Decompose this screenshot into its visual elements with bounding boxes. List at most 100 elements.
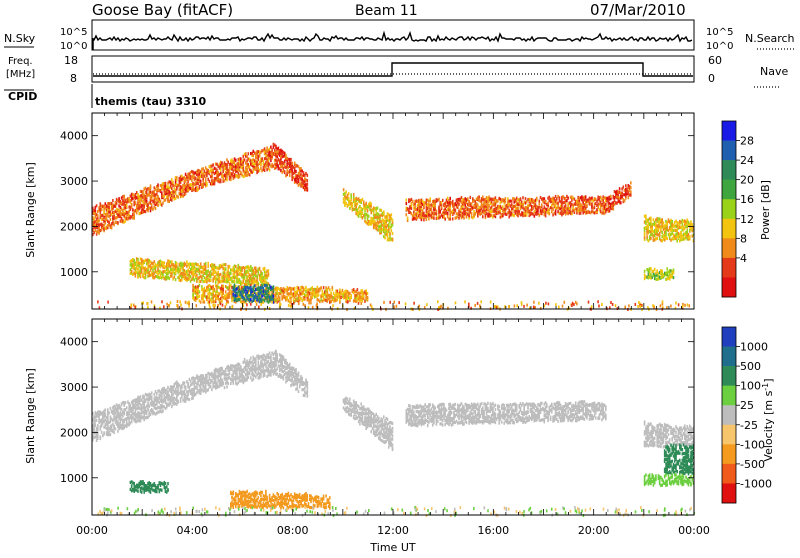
scatter-cell — [118, 197, 120, 200]
scatter-cell — [123, 411, 125, 414]
scatter-cell — [675, 302, 677, 305]
scatter-cell — [225, 263, 227, 266]
scatter-cell — [383, 211, 385, 214]
scatter-cell — [187, 180, 189, 183]
scatter-cell — [391, 229, 393, 232]
scatter-cell — [147, 306, 149, 309]
scatter-cell — [131, 203, 133, 206]
scatter-cell — [389, 232, 391, 235]
scatter-cell — [571, 304, 573, 307]
colorbar-segment — [722, 199, 736, 219]
scatter-cell — [199, 284, 201, 287]
scatter-cell — [548, 302, 550, 305]
scatter-cell — [411, 207, 413, 210]
power-ylabel: Slant Range [km] — [24, 162, 37, 258]
scatter-cell — [304, 298, 306, 301]
scatter-cell — [200, 262, 202, 265]
scatter-cell — [673, 276, 675, 279]
scatter-cell — [343, 188, 345, 191]
scatter-cell — [142, 301, 144, 304]
scatter-cell — [97, 300, 99, 303]
scatter-cell — [97, 214, 99, 217]
scatter-cell — [172, 181, 174, 184]
scatter-cell — [654, 268, 656, 271]
scatter-cell — [612, 303, 614, 306]
scatter-cell — [291, 162, 293, 165]
scatter-cell — [594, 206, 596, 209]
scatter-cell — [392, 219, 394, 222]
scatter-cell — [478, 195, 480, 198]
scatter-cell — [562, 305, 564, 308]
scatter-cell — [455, 209, 457, 212]
scatter-cell — [370, 304, 372, 307]
scatter-cell — [185, 301, 187, 304]
scatter-cell — [320, 286, 322, 289]
scatter-cell — [522, 196, 524, 199]
scatter-cell — [196, 304, 198, 307]
scatter-cell — [471, 212, 473, 215]
scatter-cell — [381, 209, 383, 212]
scatter-cell — [353, 193, 355, 196]
scatter-cell — [256, 278, 258, 281]
scatter-cell — [670, 305, 672, 308]
scatter-cell — [255, 267, 257, 270]
scatter-cell — [452, 200, 454, 203]
scatter-cell — [525, 197, 527, 200]
scatter-cell — [332, 286, 334, 289]
scatter-cell — [505, 197, 507, 200]
nsky-trace — [92, 33, 692, 41]
cpid-label: CPID — [8, 90, 37, 103]
scatter-cell — [261, 272, 263, 275]
nave-label: Nave — [760, 65, 788, 78]
scatter-cell — [231, 305, 233, 308]
scatter-cell — [406, 213, 408, 216]
scatter-cell — [107, 408, 109, 411]
scatter-cell — [105, 408, 107, 411]
scatter-cell — [645, 214, 647, 217]
scatter-cell — [412, 200, 414, 203]
scatter-cell — [204, 300, 206, 303]
scatter-cell — [377, 207, 379, 210]
scatter-cell — [157, 183, 159, 186]
scatter-cell — [650, 220, 652, 223]
scatter-cell — [200, 301, 202, 304]
scatter-cell — [673, 268, 675, 271]
scatter-cell — [536, 197, 538, 200]
scatter-cell — [187, 302, 189, 305]
scatter-cell — [673, 271, 675, 274]
scatter-cell — [211, 300, 213, 303]
scatter-cell — [167, 197, 169, 200]
scatter-cell — [161, 191, 163, 194]
scatter-cell — [558, 306, 560, 309]
scatter-cell — [363, 200, 365, 203]
scatter-cell — [239, 298, 241, 301]
scatter-cell — [389, 301, 391, 304]
scatter-cell — [117, 221, 119, 224]
scatter-cell — [258, 271, 260, 274]
nsearch-tick-low: 10^0 — [706, 41, 733, 52]
scatter-cell — [661, 231, 663, 234]
scatter-cell — [196, 274, 198, 277]
scatter-cell — [294, 287, 296, 290]
scatter-cell — [591, 202, 593, 205]
scatter-cell — [131, 270, 133, 273]
scatter-cell — [221, 299, 223, 302]
scatter-cell — [692, 223, 694, 226]
colorbar-tick-label: 4 — [740, 252, 747, 265]
scatter-cell — [656, 237, 658, 240]
scatter-cell — [220, 273, 222, 276]
scatter-cell — [329, 288, 331, 291]
y-tick-label: 2000 — [60, 220, 88, 233]
scatter-cell — [112, 199, 114, 202]
scatter-cell — [160, 200, 162, 203]
scatter-cell — [332, 304, 334, 307]
scatter-cell — [133, 217, 135, 220]
scatter-cell — [449, 217, 451, 220]
scatter-cell — [243, 167, 245, 170]
nsearch-label: N.Search — [745, 32, 795, 45]
scatter-cell — [161, 300, 163, 303]
scatter-cell — [358, 302, 360, 305]
scatter-cell — [234, 284, 236, 287]
scatter-cell — [164, 261, 166, 264]
scatter-cell — [521, 301, 523, 304]
